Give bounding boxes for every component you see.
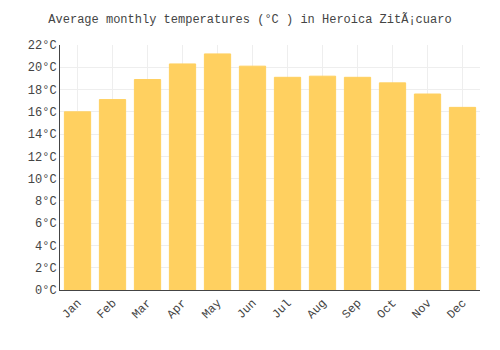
svg-text:May: May [199,297,224,322]
svg-text:Jan: Jan [59,297,84,322]
svg-text:4°C: 4°C [35,240,57,254]
svg-text:Feb: Feb [94,297,119,322]
svg-text:2°C: 2°C [35,262,57,276]
svg-text:8°C: 8°C [35,195,57,209]
svg-text:14°C: 14°C [28,128,57,142]
svg-text:10°C: 10°C [28,173,57,187]
svg-text:Jul: Jul [269,297,294,322]
svg-text:20°C: 20°C [28,61,57,75]
svg-text:6°C: 6°C [35,217,57,231]
svg-text:12°C: 12°C [28,151,57,165]
svg-text:Apr: Apr [164,297,189,322]
svg-text:22°C: 22°C [28,39,57,53]
svg-text:Oct: Oct [374,297,399,322]
svg-text:Nov: Nov [409,297,434,322]
svg-text:Average monthly temperatures (: Average monthly temperatures (°C ) in He… [48,12,451,27]
svg-text:0°C: 0°C [35,284,57,298]
svg-text:Mar: Mar [129,297,154,322]
svg-text:Jun: Jun [234,297,259,322]
svg-text:Sep: Sep [339,297,364,322]
svg-text:Aug: Aug [304,297,329,322]
svg-text:18°C: 18°C [28,84,57,98]
svg-text:16°C: 16°C [28,106,57,120]
svg-text:Dec: Dec [444,297,469,322]
